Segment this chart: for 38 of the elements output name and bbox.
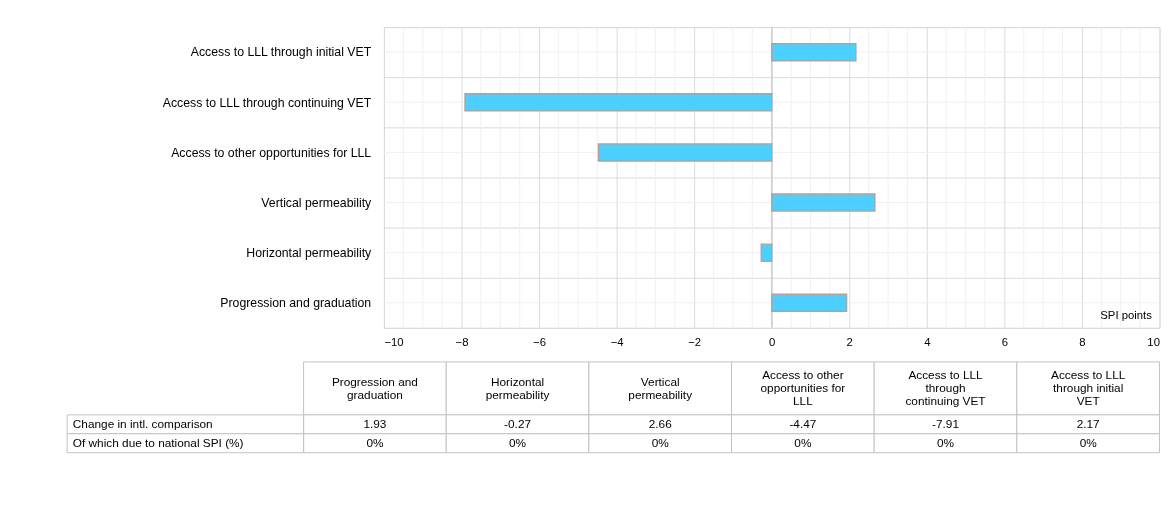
- text: 0%: [366, 436, 384, 451]
- text: 0%: [509, 436, 527, 451]
- text: -4.47: [789, 417, 817, 432]
- category-label: Access to LLL through continuing VET: [905, 367, 986, 409]
- x-tick-label: 10: [1147, 336, 1160, 349]
- text: Of which due to national SPI (%): [72, 436, 244, 451]
- text: 2.17: [1076, 417, 1100, 432]
- x-tick-label: −10: [384, 336, 404, 349]
- y-tick-label: Access to LLL through initial VET: [190, 45, 372, 60]
- category-label: Horizontal permeability: [485, 374, 550, 402]
- x-tick-label: 0: [769, 336, 776, 349]
- text: 2.66: [648, 417, 673, 432]
- x-axis-title: SPI points: [1100, 309, 1153, 322]
- x-tick-label: −4: [610, 336, 624, 349]
- category-label: Access to other opportunities for LLL: [760, 367, 846, 409]
- category-label: Progression and graduation: [331, 374, 418, 402]
- x-tick-label: −8: [455, 336, 469, 349]
- x-tick-label: 6: [1001, 336, 1009, 349]
- x-tick-label: 8: [1079, 336, 1086, 349]
- x-tick-label: 4: [924, 336, 931, 349]
- text: 1.93: [363, 417, 387, 432]
- y-tick-label: Horizontal permeability: [246, 245, 373, 260]
- text: -7.91: [932, 417, 959, 432]
- x-tick-label: 2: [846, 336, 853, 349]
- text: Change in intl. comparison: [72, 417, 213, 432]
- y-tick-label: Access to other opportunities for LLL: [171, 145, 372, 160]
- x-tick-label: −6: [533, 336, 547, 349]
- text: 0%: [936, 436, 955, 451]
- y-tick-label: Access to LLL through continuing VET: [162, 95, 372, 110]
- text: 0%: [651, 436, 670, 451]
- y-tick-label: Vertical permeability: [261, 195, 373, 210]
- y-tick-label: Progression and graduation: [220, 296, 372, 311]
- text: -0.27: [504, 417, 532, 432]
- text: 0%: [794, 436, 812, 451]
- category-label: Vertical permeability: [628, 374, 693, 402]
- category-label: Access to LLL through initial VET: [1051, 367, 1126, 409]
- text: 0%: [1079, 436, 1098, 451]
- x-tick-label: −2: [688, 336, 702, 349]
